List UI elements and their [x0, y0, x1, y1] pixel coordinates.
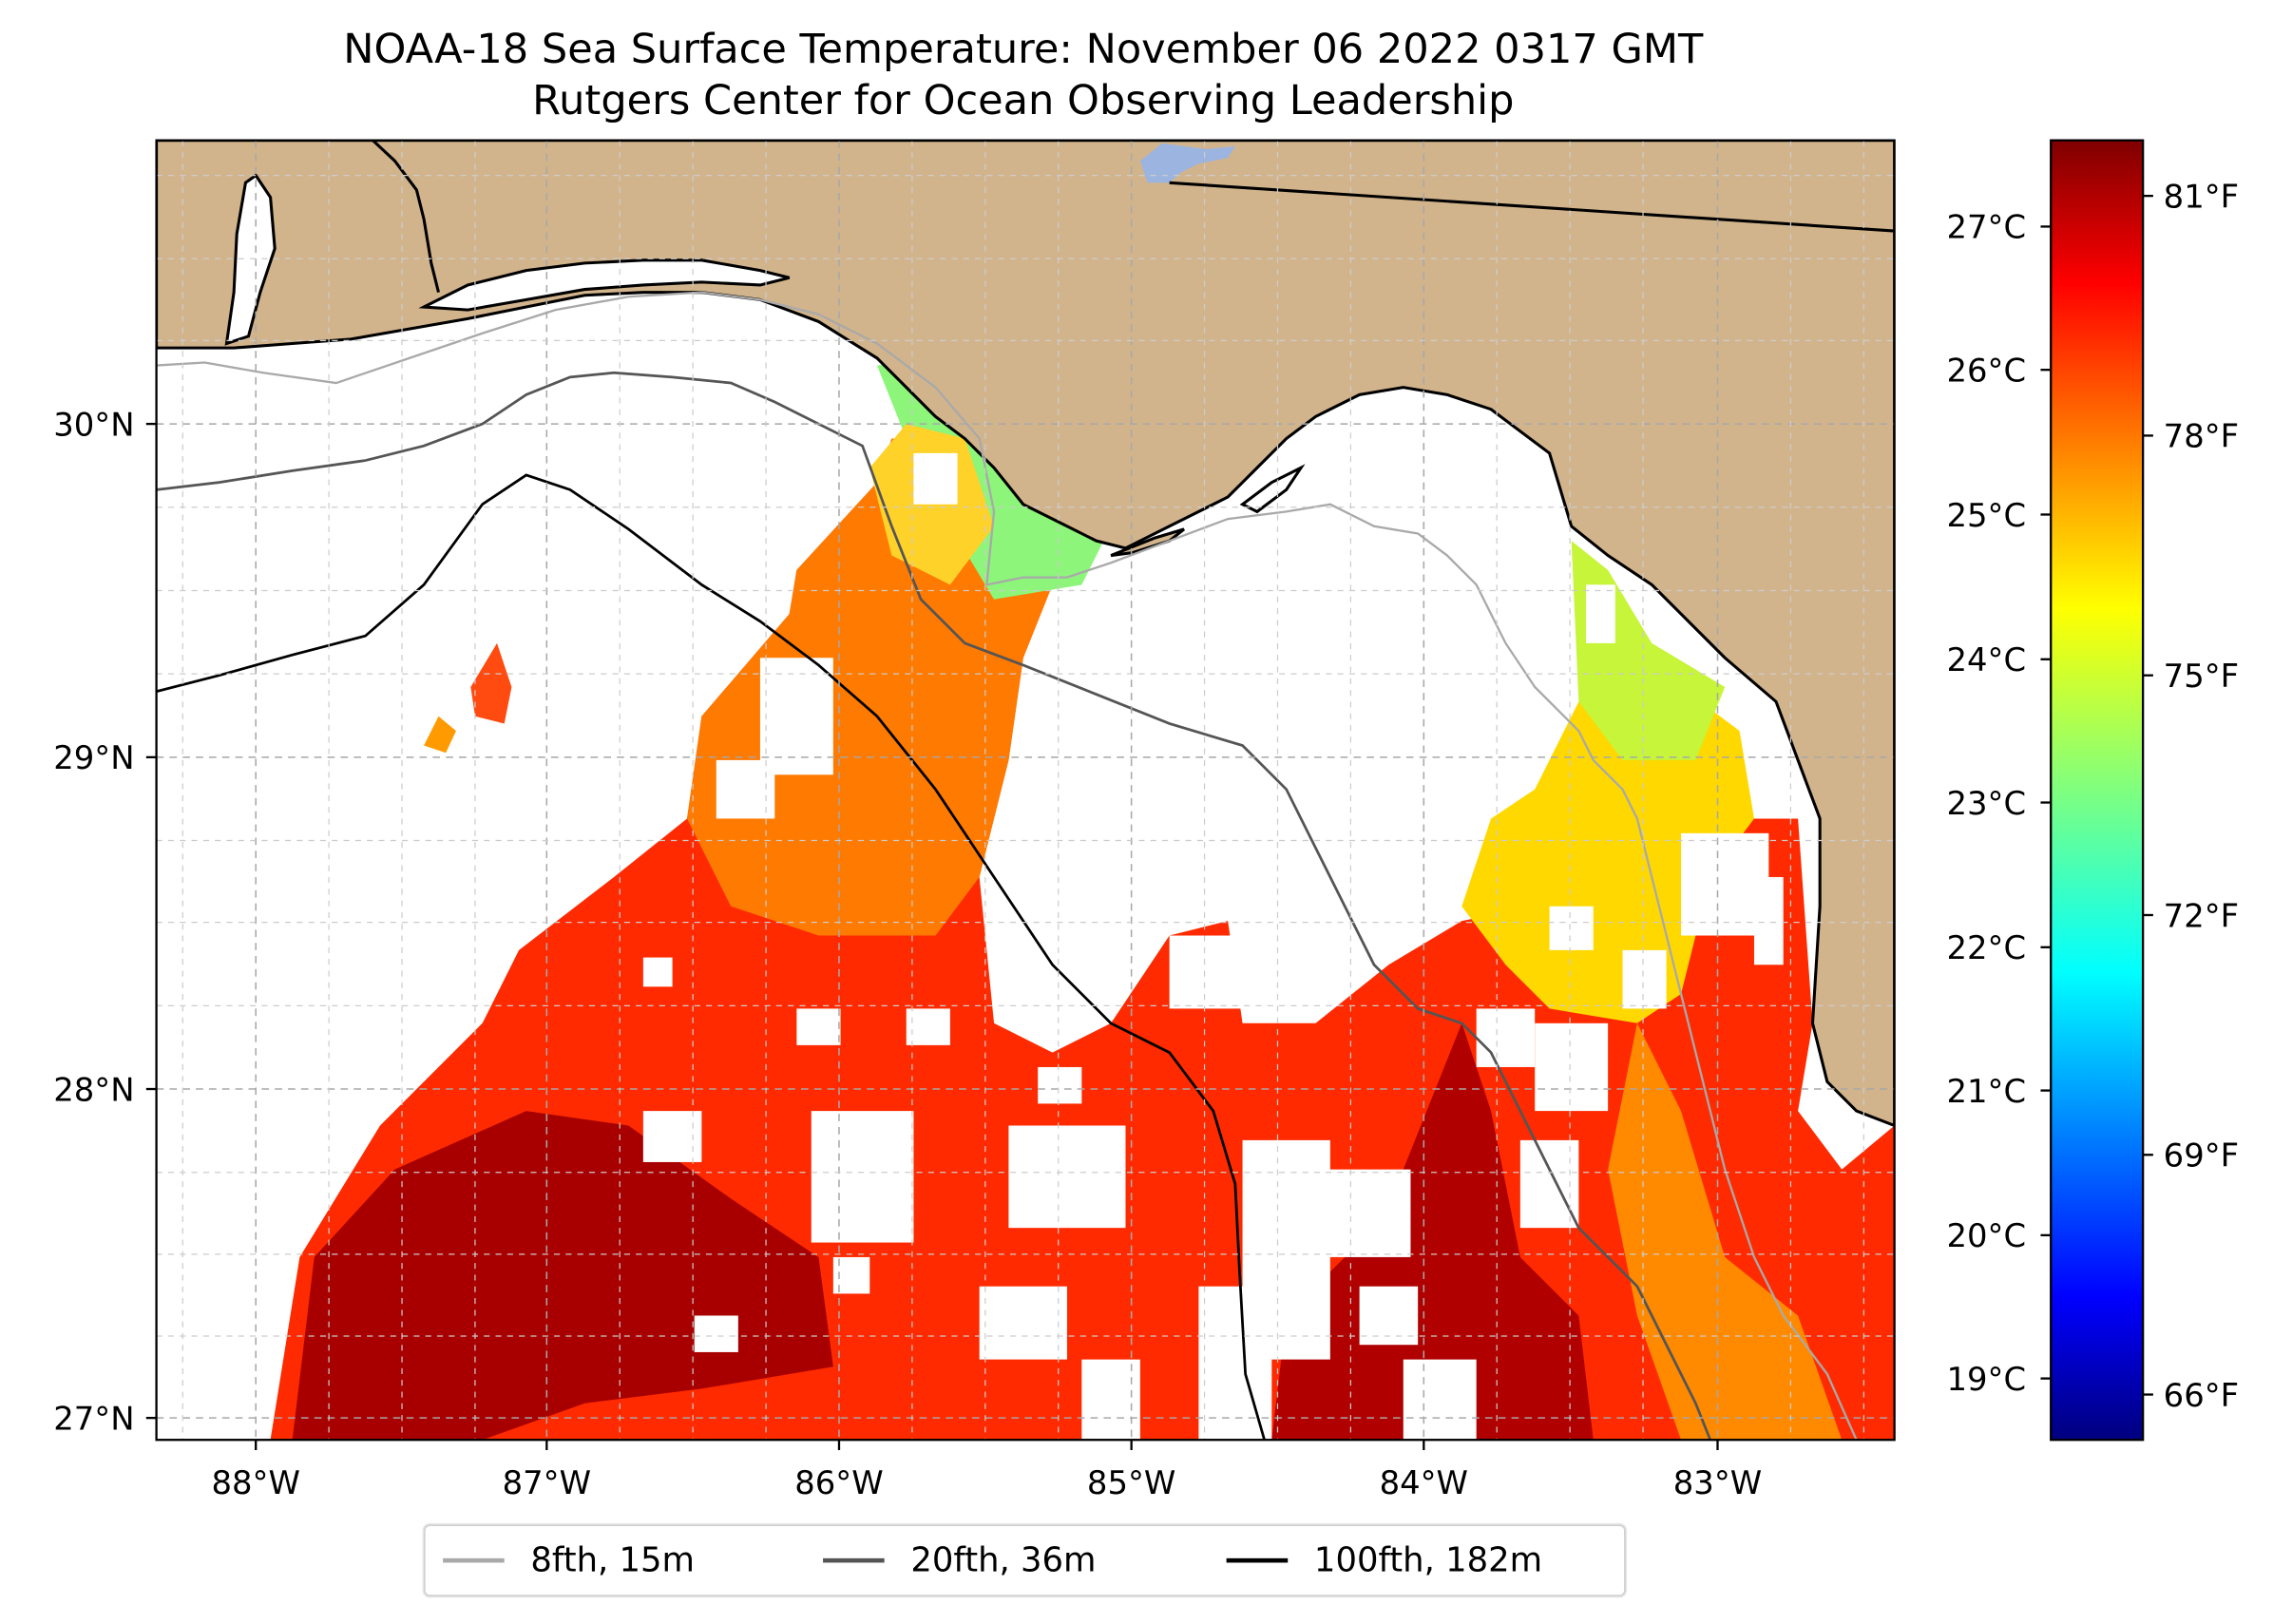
lon-labels: 88°W 87°W 86°W 85°W 84°W 83°W [211, 1464, 1762, 1501]
fahrenheit-label: 81°F [2164, 178, 2239, 215]
lat-label: 27°N [53, 1400, 134, 1437]
cloud-gap [1476, 1008, 1536, 1067]
legend-swatch-20fth [823, 1557, 885, 1563]
lon-label: 84°W [1380, 1464, 1468, 1501]
celsius-label: 27°C [1946, 209, 2026, 246]
cloud-gap [811, 1111, 914, 1243]
state-boundary [1169, 181, 1895, 233]
cloud-gap [1198, 1286, 1272, 1441]
title-line-1: NOAA-18 Sea Surface Temperature: Novembe… [343, 25, 1704, 73]
contour-100fth-182m [156, 473, 1266, 1441]
cloud-gap [1753, 876, 1784, 965]
cloud-gap [1359, 1286, 1419, 1346]
celsius-labels: 27°C 26°C 25°C 24°C 23°C 22°C 21°C 20°C … [1946, 209, 2026, 1398]
lon-label: 88°W [211, 1464, 299, 1501]
fahrenheit-label: 78°F [2164, 418, 2239, 455]
sst-patch-west-2 [424, 716, 456, 754]
lat-label: 28°N [53, 1071, 134, 1108]
cloud-gap [1622, 949, 1667, 1009]
bathymetry-contours [156, 291, 1858, 1441]
fahrenheit-label: 72°F [2164, 897, 2239, 934]
fahrenheit-ticks [2143, 194, 2153, 1396]
mobile-bay-water [224, 173, 277, 346]
cloud-gap [1586, 584, 1615, 643]
cloud-gap [1549, 906, 1594, 950]
legend-item-100fth: 100fth, 182m [1226, 1526, 1543, 1595]
cloud-gap [1038, 1066, 1082, 1104]
cloud-gap [642, 957, 673, 987]
sst-patch-west-1 [470, 642, 512, 724]
cloud-gap [1169, 935, 1243, 1009]
celsius-label: 22°C [1946, 929, 2026, 966]
fahrenheit-label: 75°F [2164, 658, 2239, 695]
lon-label: 85°W [1087, 1464, 1175, 1501]
legend-item-20fth: 20fth, 36m [823, 1526, 1097, 1595]
map-area [156, 140, 1895, 1441]
lat-labels: 30°N 29°N 28°N 27°N [53, 406, 134, 1437]
lon-label: 83°W [1673, 1464, 1762, 1501]
cloud-gap [1519, 1139, 1579, 1229]
legend-item-8fth: 8fth, 15m [443, 1526, 695, 1595]
title-line-2: Rutgers Center for Ocean Observing Leade… [532, 75, 1515, 124]
legend-label: 100fth, 182m [1313, 1541, 1543, 1580]
colorbar: 27°C 26°C 25°C 24°C 23°C 22°C 21°C 20°C … [1946, 139, 2239, 1442]
island [1110, 527, 1185, 558]
cloud-gap [759, 658, 833, 775]
celsius-label: 25°C [1946, 497, 2026, 534]
cloud-gap [796, 1008, 841, 1045]
sst-yellow-east [1461, 687, 1754, 1023]
contour-legend: 8fth, 15m 20fth, 36m 100fth, 182m [424, 1524, 1626, 1596]
gridlines [156, 140, 1895, 1441]
colorbar-gradient [2050, 139, 2145, 1442]
celsius-label: 19°C [1946, 1361, 2026, 1398]
legend-label: 20fth, 36m [910, 1541, 1097, 1580]
cloud-gap [1323, 1169, 1411, 1257]
lat-label: 29°N [53, 739, 134, 776]
sound-water [418, 258, 791, 312]
lon-label: 86°W [794, 1464, 883, 1501]
cloud-gap [906, 1008, 950, 1045]
cloud-gap [913, 452, 958, 505]
cloud-gap [1403, 1359, 1477, 1441]
bay-water-east [1239, 464, 1306, 514]
celsius-label: 26°C [1946, 352, 2026, 389]
celsius-label: 23°C [1946, 785, 2026, 822]
sst-field [270, 357, 1895, 1441]
celsius-ticks [2040, 225, 2052, 1380]
lat-label: 30°N [53, 406, 134, 443]
axis-ticks [145, 422, 1719, 1450]
cloud-gap [1008, 1125, 1126, 1229]
cloud-gap [1081, 1359, 1140, 1441]
fahrenheit-label: 69°F [2164, 1137, 2239, 1175]
lon-label: 87°W [503, 1464, 591, 1501]
cloud-gap [642, 1111, 702, 1162]
legend-swatch-8fth [443, 1557, 505, 1563]
cloud-gap [1535, 1022, 1609, 1112]
sst-green-apalachicola [876, 357, 1112, 600]
cloud-gap [716, 759, 775, 819]
legend-swatch-100fth [1226, 1557, 1289, 1563]
celsius-label: 20°C [1946, 1217, 2026, 1254]
land-mass [156, 140, 1895, 1128]
sst-dark-red-region [292, 1111, 833, 1441]
minor-gridlines [156, 140, 1895, 1441]
land [156, 140, 1895, 1128]
celsius-label: 24°C [1946, 641, 2026, 678]
contour-8fth-15m [156, 291, 1858, 1441]
legend-label: 8fth, 15m [530, 1541, 696, 1580]
state-boundary-west [372, 140, 440, 294]
cloud-gap [979, 1286, 1067, 1360]
lake [1139, 143, 1235, 183]
celsius-label: 21°C [1946, 1073, 2026, 1110]
fahrenheit-label: 66°F [2164, 1377, 2239, 1414]
fahrenheit-labels: 81°F 78°F 75°F 72°F 69°F 66°F [2164, 178, 2239, 1413]
cloud-gap [694, 1315, 738, 1352]
map-frame [155, 139, 1896, 1442]
cloud-gap [1681, 832, 1769, 936]
cloud-mask [642, 452, 1784, 1441]
contour-20fth-36m [156, 371, 1712, 1441]
